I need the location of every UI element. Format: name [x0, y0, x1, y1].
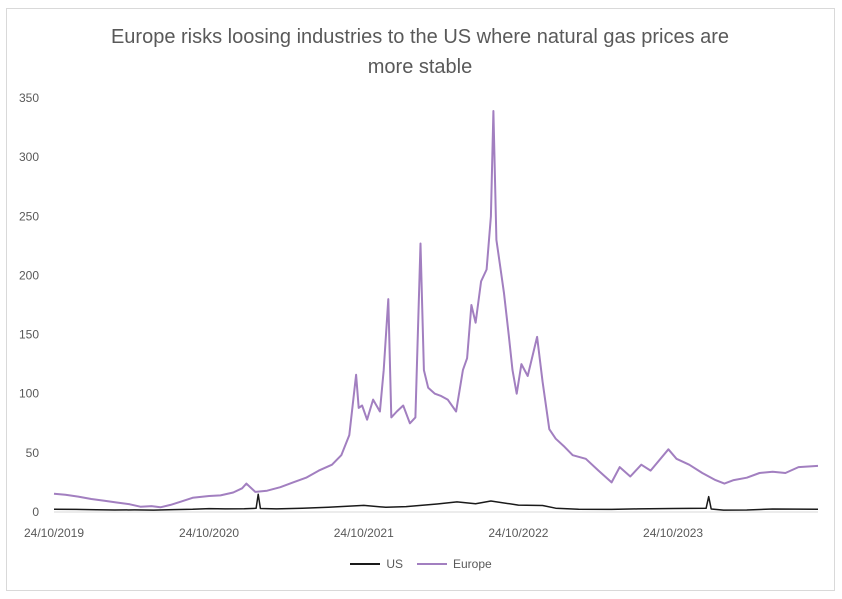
x-tick-label-3: 24/10/2022: [488, 526, 548, 540]
legend-swatch-europe: [416, 563, 447, 565]
y-tick-label-100: 100: [19, 387, 39, 401]
x-tick-label-4: 24/10/2023: [643, 526, 703, 540]
legend-item-europe: Europe: [416, 557, 492, 571]
y-tick-label-0: 0: [32, 505, 39, 519]
legend-swatch-us: [350, 563, 381, 565]
x-tick-label-0: 24/10/2019: [24, 526, 84, 540]
x-tick-label-1: 24/10/2020: [179, 526, 239, 540]
y-tick-label-250: 250: [19, 209, 39, 223]
y-tick-label-350: 350: [19, 91, 39, 105]
legend-label-us: US: [386, 557, 403, 571]
y-tick-label-200: 200: [19, 268, 39, 282]
y-tick-label-50: 50: [26, 446, 40, 460]
chart-frame: [6, 8, 835, 591]
chart-title-line-2: more stable: [367, 56, 473, 78]
x-tick-label-2: 24/10/2021: [334, 526, 394, 540]
y-tick-label-300: 300: [19, 150, 39, 164]
chart-legend: US Europe: [0, 557, 842, 571]
series-line-europe: [53, 110, 819, 509]
legend-label-europe: Europe: [452, 557, 492, 571]
y-tick-label-150: 150: [19, 328, 39, 342]
series-line-us: [53, 493, 819, 511]
chart-title-line-1: Europe risks loosing industries to the U…: [110, 26, 730, 48]
legend-item-us: US: [350, 557, 403, 571]
